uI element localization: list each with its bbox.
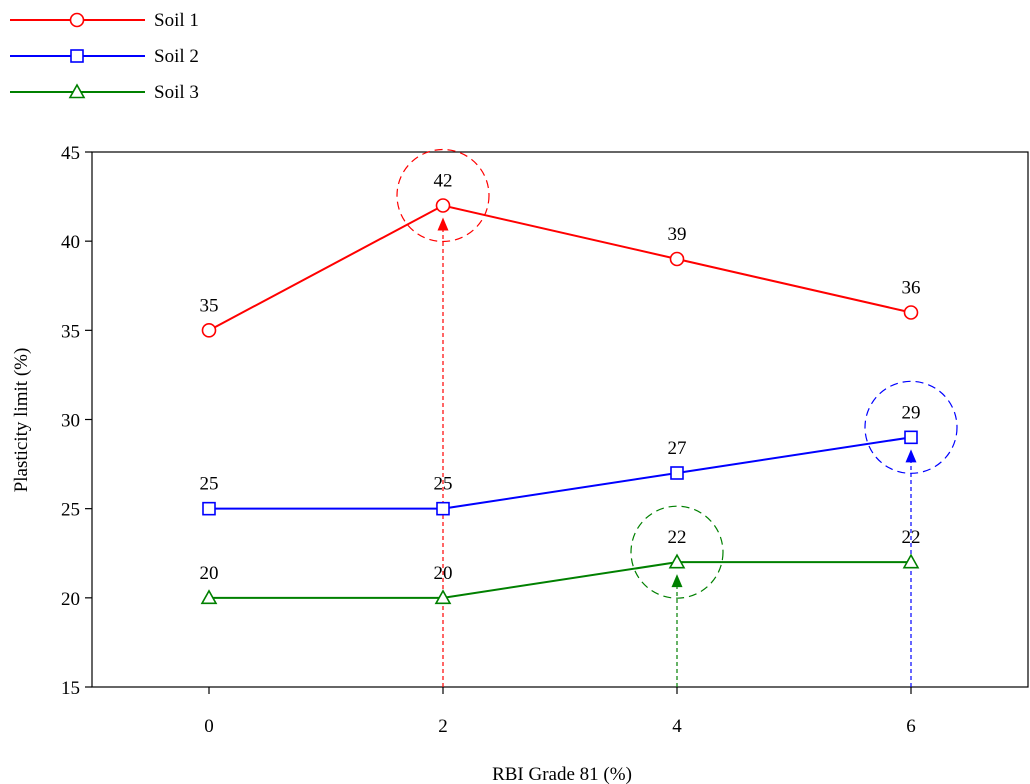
optimum-highlight-circle [864,380,958,474]
optimum-highlight-circle [630,505,724,599]
series-soil-3: 20 20 22 22 [200,527,921,605]
data-label: 20 [200,563,219,584]
y-tick-label: 15 [61,678,80,699]
data-label: 25 [200,474,219,495]
x-axis-label: RBI Grade 81 (%) [492,764,632,784]
data-label: 36 [902,278,921,299]
legend-label: Soil 3 [154,82,199,103]
optimum-highlight-circle [396,148,490,243]
data-point [201,323,217,338]
x-axis: 0 2 4 6 [204,687,916,737]
optimum-arrow-icon [671,574,683,588]
legend-label: Soil 1 [154,10,199,31]
legend-marker-icon [70,49,84,63]
data-label: 22 [902,527,921,548]
series-line [209,561,911,599]
data-point [434,589,452,605]
data-point [668,553,686,569]
legend-item: Soil 2 [10,46,199,67]
series-layer: 35 42 39 36 25 25 27 29 20 20 22 22 [200,171,921,605]
y-axis: 15 20 25 30 35 40 45 [61,143,92,699]
data-point [436,501,450,516]
data-label: 25 [434,474,453,495]
data-point [904,430,918,445]
x-tick-label: 4 [672,716,682,737]
legend-item: Soil 1 [10,10,199,31]
y-axis-label: Plasticity limit (%) [11,348,32,493]
data-point [435,198,451,213]
data-point [669,251,685,267]
y-tick-label: 25 [61,500,80,521]
optimum-guides [396,148,958,687]
x-tick-label: 6 [906,716,916,737]
optimum-arrow-icon [905,449,917,463]
data-label: 22 [668,527,687,548]
series-line [209,436,912,510]
data-label: 27 [668,438,687,459]
legend-item: Soil 3 [10,82,199,103]
data-label: 42 [434,171,453,192]
y-tick-label: 35 [61,321,80,342]
data-point [202,501,216,516]
x-tick-label: 0 [204,716,214,737]
y-tick-label: 20 [61,589,80,610]
series-line [208,204,912,332]
x-tick-label: 2 [438,716,448,737]
legend-label: Soil 2 [154,46,199,67]
data-point [200,589,218,605]
optimum-arrow-icon [437,217,449,231]
data-label: 35 [200,295,219,316]
data-point [903,305,919,320]
y-tick-label: 45 [61,143,80,164]
series-soil-2: 25 25 27 29 [200,402,921,516]
data-point [902,553,920,569]
legend: Soil 1 Soil 2 Soil 3 [10,10,199,103]
data-point [670,466,684,480]
series-soil-1: 35 42 39 36 [200,171,921,338]
data-label: 20 [434,563,453,584]
y-tick-label: 40 [61,232,80,253]
data-label: 39 [668,224,687,245]
y-tick-label: 30 [61,411,80,432]
legend-marker-icon [69,12,85,28]
data-label: 29 [902,402,921,423]
legend-marker-icon [68,83,86,99]
